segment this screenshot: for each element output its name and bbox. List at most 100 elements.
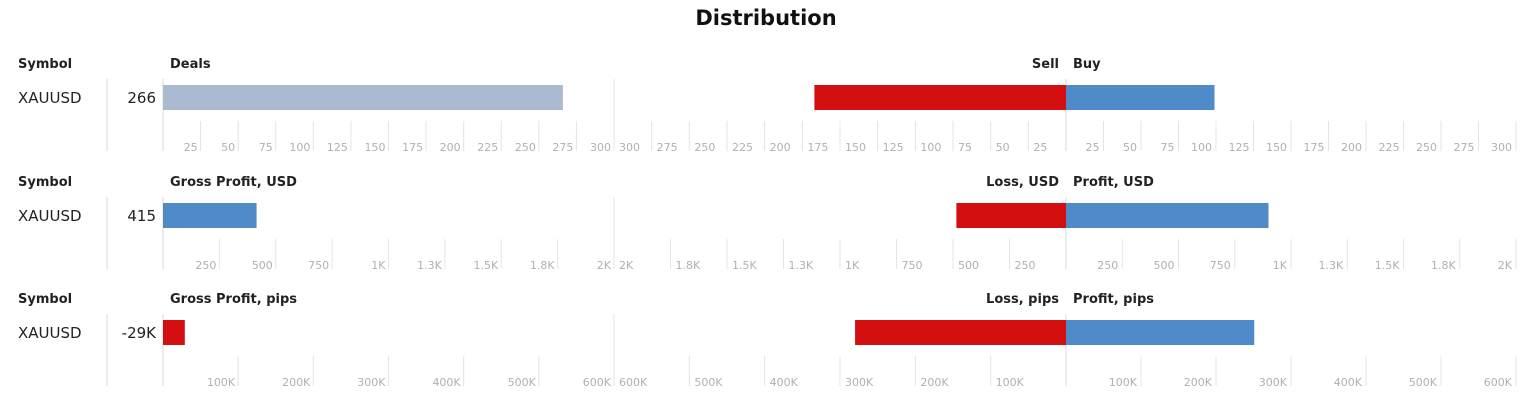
negative-section-header: Loss, USD: [986, 175, 1059, 190]
left-tick-label: 300K: [357, 376, 386, 389]
negative-tick-label: 250: [1015, 259, 1036, 272]
left-tick-label: 600K: [583, 376, 612, 389]
total-value: 415: [127, 207, 156, 225]
positive-tick-label: 225: [1379, 141, 1400, 154]
negative-tick-label: 75: [958, 141, 972, 154]
symbol-header: Symbol: [18, 175, 72, 190]
total-value: 266: [127, 89, 156, 107]
positive-tick-label: 600K: [1484, 376, 1513, 389]
left-tick-label: 500: [252, 259, 273, 272]
positive-tick-label: 1.3K: [1319, 259, 1344, 272]
negative-tick-label: 100: [920, 141, 941, 154]
left-tick-label: 1.5K: [474, 259, 499, 272]
positive-tick-label: 250: [1097, 259, 1118, 272]
symbol-header: Symbol: [18, 57, 72, 72]
positive-tick-label: 750: [1210, 259, 1231, 272]
negative-tick-label: 125: [883, 141, 904, 154]
left-tick-label: 1.8K: [530, 259, 555, 272]
positive-tick-label: 200K: [1184, 376, 1213, 389]
negative-bar: [956, 203, 1066, 228]
left-tick-label: 250: [515, 141, 536, 154]
negative-tick-label: 500: [958, 259, 979, 272]
positive-tick-label: 1K: [1273, 259, 1288, 272]
positive-tick-label: 75: [1161, 141, 1175, 154]
left-section-header: Gross Profit, USD: [170, 175, 297, 190]
left-section-header: Gross Profit, pips: [170, 292, 297, 307]
left-tick-label: 2K: [597, 259, 612, 272]
left-tick-label: 175: [402, 141, 423, 154]
positive-tick-label: 2K: [1498, 259, 1513, 272]
negative-tick-label: 150: [845, 141, 866, 154]
left-bar: [163, 320, 185, 345]
negative-tick-label: 1.8K: [676, 259, 701, 272]
negative-tick-label: 1.3K: [789, 259, 814, 272]
positive-tick-label: 275: [1454, 141, 1475, 154]
symbol-header: Symbol: [18, 292, 72, 307]
negative-tick-label: 100K: [996, 376, 1025, 389]
left-tick-label: 25: [184, 141, 198, 154]
left-tick-label: 125: [327, 141, 348, 154]
negative-tick-label: 500K: [694, 376, 723, 389]
left-tick-label: 225: [477, 141, 498, 154]
left-bar: [163, 85, 563, 110]
negative-tick-label: 175: [807, 141, 828, 154]
negative-tick-label: 50: [996, 141, 1010, 154]
positive-tick-label: 500K: [1409, 376, 1438, 389]
positive-section-header: Profit, pips: [1073, 292, 1154, 307]
left-tick-label: 150: [365, 141, 386, 154]
negative-tick-label: 300K: [845, 376, 874, 389]
positive-section-header: Profit, USD: [1073, 175, 1154, 190]
left-tick-label: 100: [289, 141, 310, 154]
negative-tick-label: 200: [770, 141, 791, 154]
positive-tick-label: 125: [1229, 141, 1250, 154]
negative-tick-label: 200K: [920, 376, 949, 389]
positive-tick-label: 200: [1341, 141, 1362, 154]
left-tick-label: 75: [259, 141, 273, 154]
positive-tick-label: 150: [1266, 141, 1287, 154]
negative-bar: [814, 85, 1066, 110]
negative-section-header: Loss, pips: [986, 292, 1059, 307]
left-tick-label: 100K: [207, 376, 236, 389]
left-tick-label: 50: [221, 141, 235, 154]
negative-tick-label: 1.5K: [732, 259, 757, 272]
left-bar: [163, 203, 257, 228]
negative-tick-label: 250: [694, 141, 715, 154]
negative-tick-label: 25: [1033, 141, 1047, 154]
negative-tick-label: 300: [619, 141, 640, 154]
positive-tick-label: 300K: [1259, 376, 1288, 389]
negative-section-header: Sell: [1032, 57, 1059, 72]
positive-bar: [1066, 320, 1255, 345]
left-tick-label: 1K: [371, 259, 386, 272]
negative-tick-label: 275: [657, 141, 678, 154]
negative-tick-label: 225: [732, 141, 753, 154]
negative-tick-label: 400K: [770, 376, 799, 389]
positive-tick-label: 100: [1191, 141, 1212, 154]
negative-tick-label: 2K: [619, 259, 634, 272]
negative-tick-label: 600K: [619, 376, 648, 389]
positive-tick-label: 50: [1123, 141, 1137, 154]
left-tick-label: 500K: [508, 376, 537, 389]
positive-bar: [1066, 203, 1269, 228]
symbol-label: XAUUSD: [18, 207, 82, 225]
positive-tick-label: 100K: [1109, 376, 1138, 389]
left-tick-label: 200K: [282, 376, 311, 389]
positive-tick-label: 400K: [1334, 376, 1363, 389]
chart-title: Distribution: [695, 6, 837, 30]
left-tick-label: 275: [552, 141, 573, 154]
left-tick-label: 300: [590, 141, 611, 154]
positive-tick-label: 1.5K: [1375, 259, 1400, 272]
symbol-label: XAUUSD: [18, 89, 82, 107]
positive-tick-label: 300: [1491, 141, 1512, 154]
symbol-label: XAUUSD: [18, 324, 82, 342]
total-value: -29K: [122, 324, 157, 342]
left-section-header: Deals: [170, 57, 211, 72]
negative-tick-label: 1K: [845, 259, 860, 272]
negative-bar: [855, 320, 1066, 345]
positive-tick-label: 250: [1416, 141, 1437, 154]
left-tick-label: 750: [308, 259, 329, 272]
left-tick-label: 1.3K: [417, 259, 442, 272]
left-tick-label: 400K: [432, 376, 461, 389]
positive-tick-label: 1.8K: [1431, 259, 1456, 272]
positive-tick-label: 25: [1086, 141, 1100, 154]
